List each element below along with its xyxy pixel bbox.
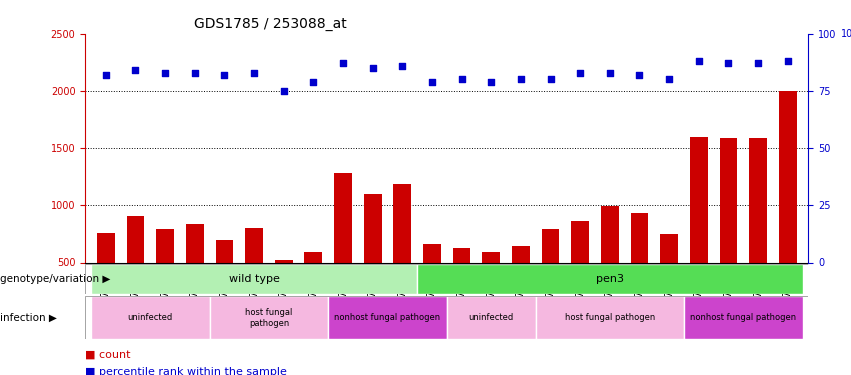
Point — [366, 65, 380, 71]
Bar — [541, 230, 559, 320]
Bar — [536, 296, 684, 339]
Point — [603, 70, 617, 76]
Bar — [779, 91, 797, 320]
Text: uninfected: uninfected — [128, 314, 173, 322]
Point — [396, 63, 409, 69]
Point — [781, 58, 795, 64]
Bar — [512, 246, 530, 320]
Point — [751, 60, 765, 66]
Bar — [447, 296, 536, 339]
Text: ■ percentile rank within the sample: ■ percentile rank within the sample — [85, 368, 287, 375]
Bar — [631, 213, 648, 320]
Bar — [571, 221, 589, 320]
Point — [632, 72, 646, 78]
Point — [306, 79, 320, 85]
Bar — [749, 138, 767, 320]
Text: pen3: pen3 — [596, 274, 624, 284]
Point — [544, 76, 557, 82]
Bar — [453, 248, 471, 320]
Bar — [97, 233, 115, 320]
Text: 100%: 100% — [841, 29, 851, 39]
Point — [218, 72, 231, 78]
Point — [514, 76, 528, 82]
Point — [662, 76, 676, 82]
Bar — [393, 184, 411, 320]
Point — [336, 60, 350, 66]
Text: nonhost fungal pathogen: nonhost fungal pathogen — [690, 314, 797, 322]
Bar — [245, 228, 263, 320]
Bar — [328, 296, 447, 339]
Point — [484, 79, 498, 85]
Text: GDS1785 / 253088_at: GDS1785 / 253088_at — [193, 17, 346, 32]
Text: uninfected: uninfected — [469, 314, 514, 322]
Point — [99, 72, 112, 78]
Bar — [215, 240, 233, 320]
Bar — [305, 252, 323, 320]
Point — [454, 76, 468, 82]
Bar — [690, 136, 708, 320]
Text: genotype/variation ▶: genotype/variation ▶ — [0, 274, 111, 284]
Bar — [660, 234, 678, 320]
Point — [158, 70, 172, 76]
Bar — [363, 194, 381, 320]
Bar — [186, 224, 203, 320]
Bar — [417, 264, 802, 294]
Text: ■ count: ■ count — [85, 350, 130, 359]
Point — [277, 88, 290, 94]
Point — [129, 68, 142, 74]
Text: host fungal pathogen: host fungal pathogen — [565, 314, 655, 322]
Bar — [423, 244, 441, 320]
Point — [574, 70, 587, 76]
Bar — [483, 252, 500, 320]
Point — [248, 70, 261, 76]
Text: wild type: wild type — [229, 274, 279, 284]
Bar — [91, 296, 209, 339]
Bar — [719, 138, 737, 320]
Bar — [684, 296, 802, 339]
Bar — [127, 216, 145, 320]
Bar — [334, 173, 352, 320]
Bar — [275, 260, 293, 320]
Text: infection ▶: infection ▶ — [0, 313, 57, 323]
Point — [188, 70, 202, 76]
Text: host fungal
pathogen: host fungal pathogen — [245, 308, 293, 327]
Point — [426, 79, 439, 85]
Bar — [601, 207, 619, 320]
Point — [722, 60, 735, 66]
Text: nonhost fungal pathogen: nonhost fungal pathogen — [334, 314, 441, 322]
Bar — [157, 229, 174, 320]
Bar — [91, 264, 417, 294]
Bar — [209, 296, 328, 339]
Point — [692, 58, 705, 64]
